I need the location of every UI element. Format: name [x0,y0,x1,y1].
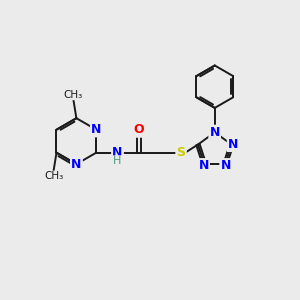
Text: CH₃: CH₃ [64,90,83,100]
Text: N: N [112,146,123,159]
Text: N: N [210,126,220,139]
Text: S: S [177,146,186,159]
Text: N: N [228,138,238,151]
Text: O: O [134,124,144,136]
Text: N: N [91,123,101,136]
Text: CH₃: CH₃ [44,171,63,181]
Text: S: S [177,146,186,159]
Text: O: O [134,124,144,136]
Text: N: N [112,146,123,159]
Text: H: H [113,156,122,166]
Text: N: N [199,159,209,172]
Text: N: N [91,123,101,136]
Text: H: H [113,156,122,166]
Text: N: N [228,138,238,151]
Text: N: N [71,158,82,171]
Text: N: N [71,158,82,171]
Text: N: N [199,159,209,172]
Text: N: N [220,159,231,172]
Text: N: N [210,126,220,139]
Text: N: N [220,159,231,172]
